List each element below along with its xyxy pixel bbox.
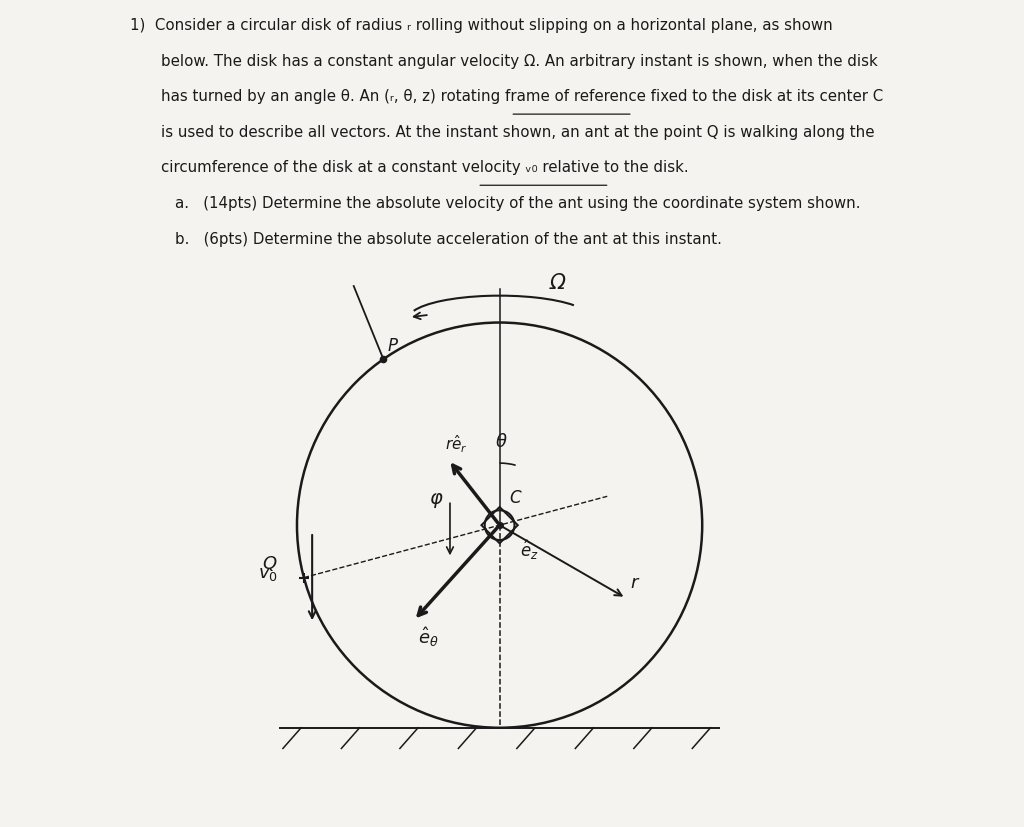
Text: has turned by an angle θ. An (ᵣ, θ, z) rotating frame of reference fixed to the : has turned by an angle θ. An (ᵣ, θ, z) r… [161, 89, 883, 104]
Text: $v_0$: $v_0$ [258, 565, 279, 582]
Text: $\hat{e}_{\theta}$: $\hat{e}_{\theta}$ [418, 625, 438, 648]
Text: 1)  Consider a circular disk of radius ᵣ rolling without slipping on a horizonta: 1) Consider a circular disk of radius ᵣ … [130, 18, 833, 33]
Text: $r\hat{e}_r$: $r\hat{e}_r$ [444, 433, 467, 455]
Text: Ω: Ω [550, 273, 565, 293]
Text: θ: θ [496, 433, 507, 451]
Text: below. The disk has a constant angular velocity Ω. An arbitrary instant is shown: below. The disk has a constant angular v… [161, 54, 878, 69]
Text: φ: φ [429, 490, 442, 509]
Text: P: P [387, 337, 397, 355]
Text: b.   (6pts) Determine the absolute acceleration of the ant at this instant.: b. (6pts) Determine the absolute acceler… [175, 232, 722, 246]
Text: circumference of the disk at a constant velocity ᵥ₀ relative to the disk.: circumference of the disk at a constant … [161, 160, 688, 175]
Text: $\hat{e}_z$: $\hat{e}_z$ [520, 538, 539, 562]
Text: a.   (14pts) Determine the absolute velocity of the ant using the coordinate sys: a. (14pts) Determine the absolute veloci… [175, 196, 861, 211]
Text: C: C [510, 489, 521, 507]
Text: Q: Q [262, 555, 276, 573]
Text: is used to describe all vectors. At the instant shown, an ant at the point Q is : is used to describe all vectors. At the … [161, 125, 874, 140]
Text: $r$: $r$ [630, 574, 640, 592]
